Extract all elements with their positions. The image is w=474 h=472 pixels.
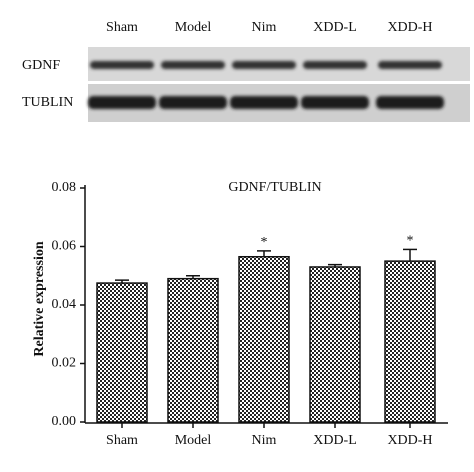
significance-mark: * [407,234,414,249]
tublin-band [88,96,156,109]
gdnf-band [90,61,154,69]
gdnf-band [232,61,296,69]
chart-title: GDNF/TUBLIN [228,180,321,195]
lane-label: Nim [252,20,277,35]
error-bar [403,248,417,262]
gdnf-band [161,61,225,69]
y-tick-label: 0.02 [52,356,77,371]
lane-label: Model [175,20,212,35]
error-bar [257,250,271,257]
y-tick-label: 0.00 [52,414,77,429]
tublin-band [159,96,227,109]
lane-label: Sham [106,20,138,35]
lane-label: XDD-L [313,20,357,35]
x-tick-label: XDD-H [387,433,432,448]
lane-label: XDD-H [387,20,432,35]
bar [96,282,148,423]
x-tick-label: XDD-L [313,433,357,448]
significance-mark: * [261,235,268,250]
gdnf-band [303,61,367,69]
error-bar [186,275,200,279]
bar [384,260,436,423]
tublin-band [376,96,444,109]
bar [167,277,219,423]
x-tick-label: Nim [252,433,277,448]
tublin-band [301,96,369,109]
x-tick-label: Sham [106,433,138,448]
gdnf-band [378,61,442,69]
y-axis-label: Relative expression [32,241,47,356]
bar [238,255,290,423]
y-tick-label: 0.04 [52,297,77,312]
y-tick-label: 0.08 [52,180,77,195]
tublin-band [230,96,298,109]
bar [309,266,361,423]
row-label: TUBLIN [22,95,73,110]
error-bar [328,263,342,267]
y-tick-label: 0.06 [52,239,77,254]
error-bar [115,279,129,284]
row-label: GDNF [22,58,60,73]
x-tick-label: Model [175,433,212,448]
